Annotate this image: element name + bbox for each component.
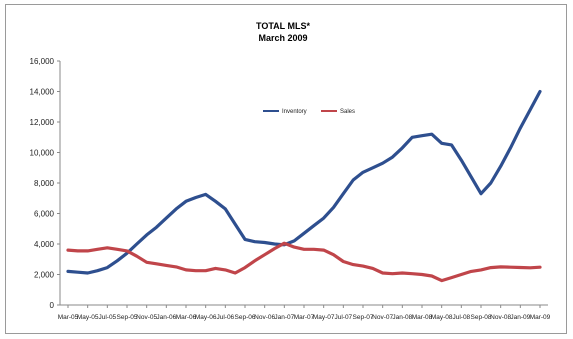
x-tick-label: Jul-06 — [216, 314, 234, 321]
chart-frame: TOTAL MLS* March 2009 0 2,000 4,000 6,000 8,… — [5, 4, 567, 334]
x-tick-label: Nov-06 — [254, 314, 275, 321]
y-tick-label: 10,000 — [30, 149, 55, 158]
x-tick-label: May-06 — [195, 314, 217, 321]
y-tick-label: 2,000 — [34, 271, 55, 280]
x-tick-label: May-08 — [431, 314, 453, 321]
y-axis-ticks: 0 2,000 4,000 6,000 8,000 10,000 12,000 14,000 1… — [30, 57, 60, 310]
x-tick-label: Sep-08 — [471, 314, 492, 321]
legend: Inventory Sales — [263, 109, 355, 115]
legend-label-sales: Sales — [340, 109, 355, 115]
x-tick-label: Nov-05 — [136, 314, 157, 321]
x-tick-label: Nov-07 — [372, 314, 393, 321]
x-tick-label: May-07 — [313, 314, 335, 321]
y-tick-label: 4,000 — [34, 240, 55, 249]
series-line-sales — [66, 241, 542, 283]
x-tick-label: Jul-08 — [452, 314, 470, 321]
y-tick-label: 14,000 — [30, 88, 55, 97]
series-layer — [66, 89, 542, 283]
x-tick-label: Mar-07 — [294, 314, 315, 321]
x-tick-label: Jan-07 — [274, 314, 294, 321]
x-tick-label: Sep-07 — [353, 314, 374, 321]
line-chart: TOTAL MLS* March 2009 0 2,000 4,000 6,000 8,… — [30, 21, 551, 321]
x-tick-label: Jan-09 — [510, 314, 530, 321]
x-tick-label: Sep-05 — [117, 314, 138, 321]
x-tick-label: Nov-08 — [490, 314, 511, 321]
legend-label-inventory: Inventory — [282, 109, 307, 115]
y-tick-label: 0 — [50, 301, 55, 310]
x-tick-label: Mar-06 — [176, 314, 197, 321]
y-tick-label: 16,000 — [30, 57, 55, 66]
chart-subtitle: March 2009 — [258, 33, 307, 43]
x-tick-label: Jul-05 — [98, 314, 116, 321]
x-tick-label: May-05 — [77, 314, 99, 321]
x-tick-label: Jul-07 — [334, 314, 352, 321]
x-tick-label: Mar-08 — [412, 314, 433, 321]
x-tick-label: Jan-08 — [392, 314, 412, 321]
chart-title: TOTAL MLS* — [256, 21, 310, 31]
series-line-inventory — [66, 89, 542, 275]
x-tick-label: Jan-06 — [156, 314, 176, 321]
x-tick-label: Sep-06 — [235, 314, 256, 321]
y-tick-label: 12,000 — [30, 118, 55, 127]
x-tick-label: Mar-05 — [58, 314, 79, 321]
x-tick-label: Mar-09 — [530, 314, 551, 321]
y-tick-label: 8,000 — [34, 179, 55, 188]
y-tick-label: 6,000 — [34, 210, 55, 219]
